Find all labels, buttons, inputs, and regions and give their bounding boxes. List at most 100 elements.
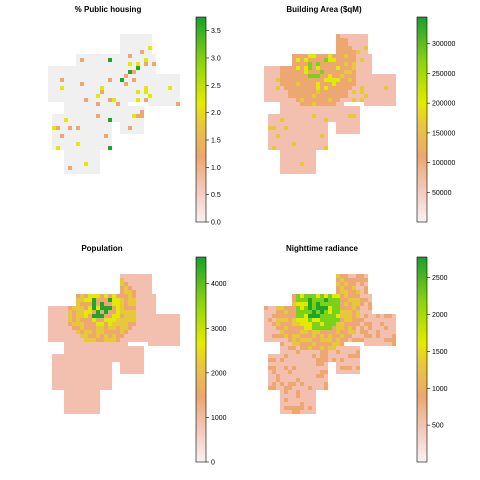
raster-cell [292, 86, 296, 90]
raster-cell [296, 374, 300, 378]
raster-cell [108, 354, 112, 358]
raster-cell [92, 166, 96, 170]
raster-cell [368, 326, 372, 330]
raster-cell [356, 106, 360, 110]
raster-cell [280, 66, 284, 70]
raster-cell [68, 102, 72, 106]
raster-cell [280, 370, 284, 374]
raster-cell [52, 358, 56, 362]
raster-map [48, 34, 180, 174]
raster-cell [324, 54, 328, 58]
raster-cell [264, 90, 268, 94]
raster-cell [124, 110, 128, 114]
raster-cell [344, 370, 348, 374]
raster-cell [120, 38, 124, 42]
raster-cell [292, 294, 296, 298]
raster-cell [292, 58, 296, 62]
raster-cell [332, 74, 336, 78]
raster-cell [88, 58, 92, 62]
raster-cell [276, 358, 280, 362]
raster-cell [124, 330, 128, 334]
raster-cell [384, 102, 388, 106]
raster-cell [136, 274, 140, 278]
raster-cell [348, 74, 352, 78]
raster-cell [68, 318, 72, 322]
raster-cell [320, 94, 324, 98]
raster-cell [124, 74, 128, 78]
raster-cell [72, 110, 76, 114]
raster-cell [88, 122, 92, 126]
raster-cell [132, 318, 136, 322]
raster-cell [308, 90, 312, 94]
raster-cell [328, 358, 332, 362]
raster-cell [304, 382, 308, 386]
raster-cell [268, 98, 272, 102]
raster-cell [344, 70, 348, 74]
raster-cell [264, 94, 268, 98]
raster-cell [88, 406, 92, 410]
raster-cell [152, 58, 156, 62]
raster-cell [60, 334, 64, 338]
raster-cell [136, 94, 140, 98]
raster-cell [304, 378, 308, 382]
raster-cell [344, 38, 348, 42]
raster-cell [128, 338, 132, 342]
raster-cell [96, 118, 100, 122]
raster-cell [288, 170, 292, 174]
raster-cell [104, 302, 108, 306]
raster-cell [292, 374, 296, 378]
raster-cell [132, 34, 136, 38]
raster-cell [336, 294, 340, 298]
raster-cell [72, 106, 76, 110]
raster-cell [96, 78, 100, 82]
raster-cell [132, 314, 136, 318]
raster-cell [356, 286, 360, 290]
raster-cell [308, 310, 312, 314]
raster-cell [60, 366, 64, 370]
raster-cell [308, 354, 312, 358]
raster-cell [124, 342, 128, 346]
raster-cell [120, 322, 124, 326]
raster-cell [320, 378, 324, 382]
raster-cell [328, 118, 332, 122]
raster-cell [80, 146, 84, 150]
raster-cell [304, 94, 308, 98]
raster-cell [304, 370, 308, 374]
raster-cell [308, 78, 312, 82]
raster-cell [164, 82, 168, 86]
raster-cell [376, 330, 380, 334]
raster-cell [312, 170, 316, 174]
raster-cell [72, 86, 76, 90]
raster-cell [332, 330, 336, 334]
raster-cell [104, 142, 108, 146]
raster-cell [320, 334, 324, 338]
raster-cell [100, 306, 104, 310]
raster-cell [116, 330, 120, 334]
raster-cell [80, 158, 84, 162]
raster-cell [316, 58, 320, 62]
raster-cell [336, 126, 340, 130]
raster-cell [84, 362, 88, 366]
raster-cell [300, 378, 304, 382]
raster-cell [296, 98, 300, 102]
raster-cell [84, 334, 88, 338]
raster-cell [320, 106, 324, 110]
raster-cell [340, 58, 344, 62]
colorbar-tick-label: 3000 [211, 326, 227, 333]
raster-cell [124, 90, 128, 94]
raster-cell [88, 370, 92, 374]
raster-cell [120, 82, 124, 86]
raster-cell [112, 350, 116, 354]
raster-cell [280, 366, 284, 370]
raster-cell [116, 58, 120, 62]
raster-cell [52, 146, 56, 150]
raster-cell [304, 66, 308, 70]
raster-cell [328, 346, 332, 350]
raster-cell [332, 310, 336, 314]
raster-cell [108, 366, 112, 370]
raster-cell [92, 378, 96, 382]
raster-cell [284, 326, 288, 330]
raster-cell [284, 102, 288, 106]
raster-cell [264, 322, 268, 326]
raster-cell [88, 74, 92, 78]
